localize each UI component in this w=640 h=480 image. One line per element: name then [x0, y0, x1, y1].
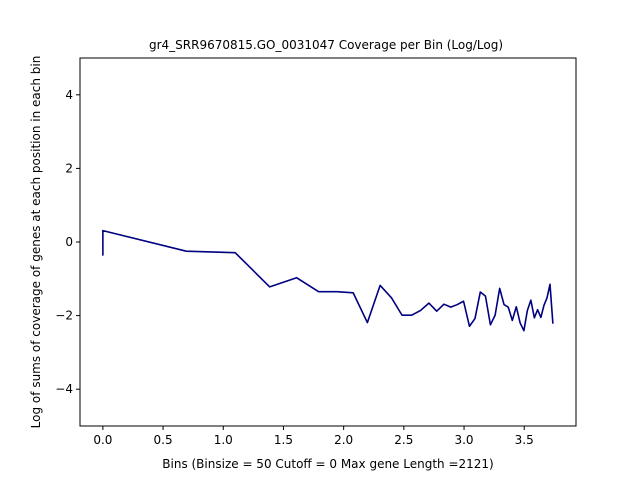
x-tick-label: 0.0	[93, 433, 112, 447]
x-tick-label: 3.5	[515, 433, 534, 447]
x-tick-label: 2.0	[334, 433, 353, 447]
y-tick-label: 4	[65, 88, 73, 102]
x-tick-label: 1.5	[274, 433, 293, 447]
x-tick-label: 1.0	[214, 433, 233, 447]
y-axis: −4 −2 0 2 4	[55, 88, 80, 396]
y-axis-label: Log of sums of coverage of genes at each…	[29, 56, 43, 429]
x-tick-label: 0.5	[154, 433, 173, 447]
x-axis: 0.0 0.5 1.0 1.5 2.0 2.5 3.0 3.5	[93, 426, 534, 447]
x-tick-label: 2.5	[394, 433, 413, 447]
y-tick-label: −2	[55, 309, 73, 323]
x-tick-label: 3.0	[454, 433, 473, 447]
y-tick-label: 0	[65, 235, 73, 249]
y-tick-label: 2	[65, 161, 73, 175]
chart-title: gr4_SRR9670815.GO_0031047 Coverage per B…	[149, 38, 503, 52]
x-axis-label: Bins (Binsize = 50 Cutoff = 0 Max gene L…	[162, 457, 493, 471]
y-tick-label: −4	[55, 382, 73, 396]
series-line-0	[102, 229, 554, 332]
